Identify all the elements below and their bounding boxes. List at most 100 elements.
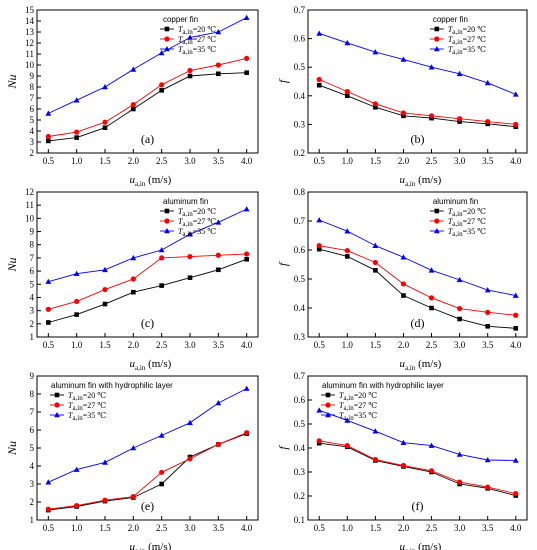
data-point <box>187 231 193 237</box>
data-point <box>344 443 350 449</box>
data-point <box>513 121 519 127</box>
data-point <box>372 259 378 266</box>
data-point <box>73 466 80 472</box>
legend-label: Ta,in=35 ℃ <box>448 227 486 238</box>
y-tick-label: 4 <box>30 292 35 302</box>
data-point <box>215 29 222 35</box>
x-tick-label: 1.0 <box>342 156 354 166</box>
x-tick-label: 2.5 <box>426 156 438 166</box>
data-point <box>215 62 221 68</box>
x-axis-label: ua,in (m/s) <box>400 358 442 372</box>
legend-title: aluminum fin <box>163 197 208 206</box>
data-point <box>102 266 108 273</box>
data-point <box>243 14 250 20</box>
y-tick-label: 9 <box>30 227 35 237</box>
x-tick-label: 2.0 <box>398 523 410 533</box>
legend-marker <box>164 228 170 234</box>
data-point <box>401 293 406 298</box>
data-point <box>244 430 250 436</box>
data-point <box>215 400 222 406</box>
legend-label: Ta,in=27 ℃ <box>448 217 486 228</box>
y-tick-label: 0.7 <box>294 5 306 15</box>
x-tick-label: 3.5 <box>213 156 225 166</box>
x-tick-label: 1.0 <box>71 340 83 350</box>
data-point <box>244 55 250 62</box>
data-point <box>158 432 165 438</box>
legend-marker <box>434 208 440 214</box>
data-point <box>484 79 491 86</box>
legend-label: Ta,in=35 ℃ <box>178 45 216 56</box>
legend-label: Ta,in=27 ℃ <box>178 35 216 46</box>
data-point <box>316 246 322 252</box>
data-point <box>372 49 379 55</box>
data-point <box>457 316 462 322</box>
data-point <box>485 118 491 125</box>
chart-panel-b: 0.2 0.3 0.4 0.5 0.6 0.7 0.5 1.0 1.5 2.0 2.5 3.0 3.5 4… <box>276 5 528 188</box>
y-tick-label: 11 <box>25 200 34 210</box>
y-axis-label: Nu <box>5 441 19 456</box>
data-point <box>344 247 350 254</box>
data-point <box>372 101 378 107</box>
x-tick-label: 3.5 <box>213 340 225 350</box>
data-point <box>45 278 52 284</box>
data-point <box>429 305 434 311</box>
series-line-1 <box>48 253 247 310</box>
legend-label: Ta,in=27 ℃ <box>178 217 216 228</box>
data-point <box>102 286 108 293</box>
data-point <box>513 326 519 331</box>
y-tick-label: 6 <box>30 104 35 114</box>
y-axis-label: Nu <box>5 74 19 89</box>
data-point <box>456 451 463 457</box>
data-point <box>485 323 490 329</box>
series-line-0 <box>319 248 516 329</box>
legend-label: Ta,in=20 ℃ <box>339 391 377 402</box>
data-point <box>400 110 407 116</box>
series-line-0 <box>319 442 516 496</box>
data-point <box>372 428 379 434</box>
data-point <box>243 206 250 212</box>
x-tick-label: 0.5 <box>43 156 55 166</box>
legend-title: aluminum fin with hydrophilic layer <box>51 381 173 390</box>
data-point <box>45 479 52 485</box>
data-point <box>344 417 351 423</box>
legend-marker <box>434 218 440 224</box>
data-point <box>45 506 51 512</box>
data-point <box>102 459 108 465</box>
data-point <box>512 457 519 463</box>
y-tick-label: 2 <box>30 497 35 507</box>
data-point <box>215 219 222 225</box>
y-tick-label: 0.3 <box>294 119 306 129</box>
data-point <box>102 119 108 125</box>
data-point <box>485 309 491 315</box>
y-tick-label: 0.6 <box>294 245 306 255</box>
data-point <box>159 88 164 93</box>
y-tick-label: 2 <box>30 319 35 329</box>
data-point <box>159 82 165 88</box>
data-point <box>345 93 350 99</box>
y-tick-label: 4 <box>30 461 35 471</box>
legend-label: Ta,in=27 ℃ <box>339 401 377 412</box>
y-axis-label: Nu <box>5 257 19 272</box>
data-point <box>158 49 165 56</box>
x-axis-label: ua,in (m/s) <box>130 174 172 188</box>
x-tick-label: 0.5 <box>43 340 55 350</box>
series-line-1 <box>319 245 516 316</box>
x-tick-label: 1.0 <box>342 340 354 350</box>
y-tick-label: 4 <box>30 126 35 136</box>
legend-label: Ta,in=20 ℃ <box>178 25 216 36</box>
data-point <box>74 312 79 317</box>
legend-marker <box>434 26 440 32</box>
y-tick-label: 8 <box>30 82 35 92</box>
x-axis-label: ua,in (m/s) <box>130 358 172 372</box>
data-point <box>187 34 193 40</box>
x-tick-label: 0.5 <box>314 156 326 166</box>
data-point <box>159 255 165 261</box>
x-tick-label: 4.0 <box>510 523 522 533</box>
data-point <box>102 301 108 307</box>
y-tick-label: 7 <box>30 253 35 263</box>
series-line-1 <box>319 79 516 125</box>
legend-marker <box>164 26 170 32</box>
data-point <box>244 256 249 262</box>
